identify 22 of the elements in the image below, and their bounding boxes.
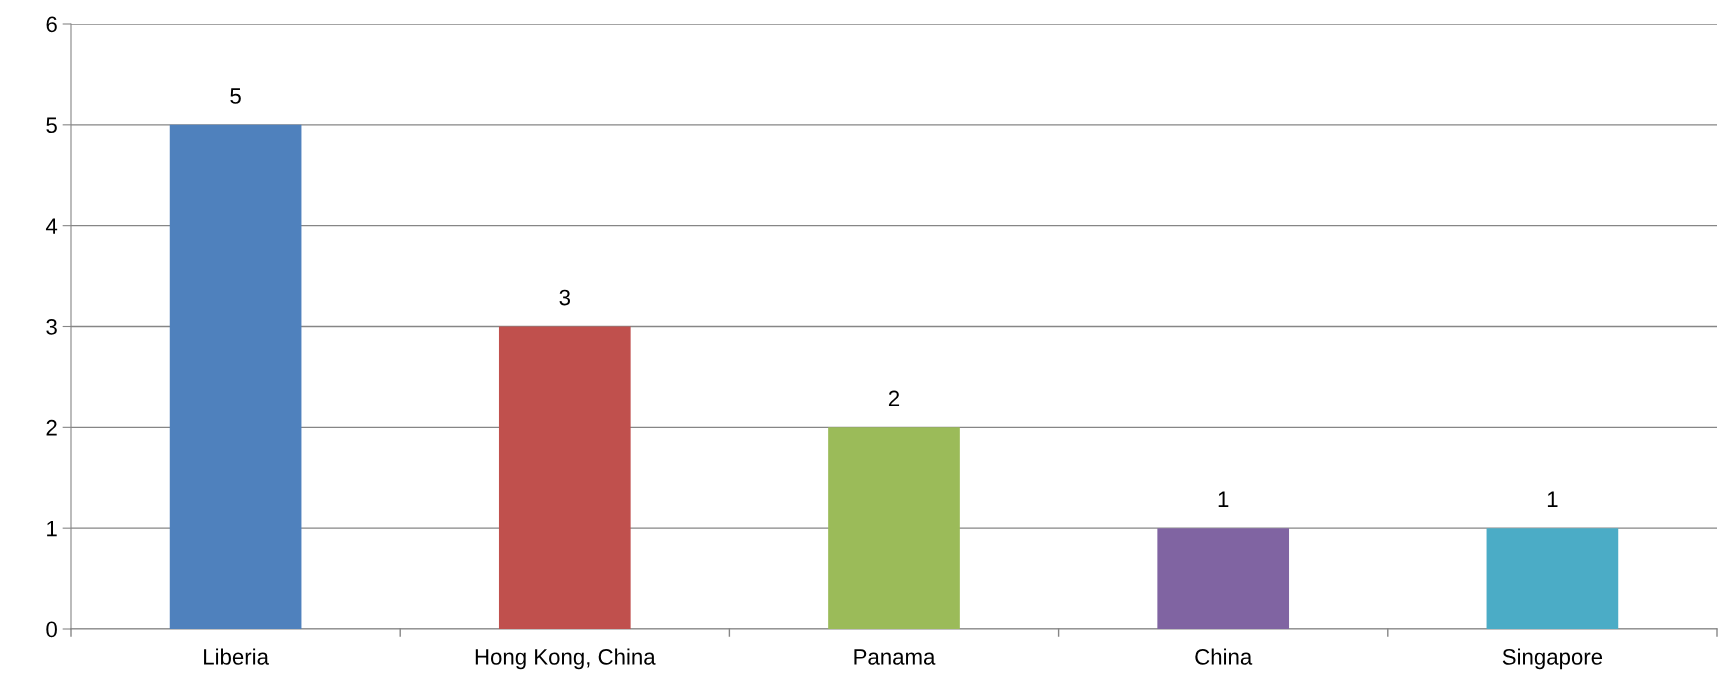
bar [498, 326, 631, 629]
x-tick-label: Liberia [204, 648, 269, 665]
y-tick-label: 3 [46, 319, 57, 335]
y-tick-label: 6 [46, 16, 57, 33]
y-tick-label: 1 [47, 520, 57, 537]
bar [828, 427, 960, 629]
x-tick-label: Panama [854, 649, 936, 665]
bar [169, 124, 302, 629]
y-tick-label: 5 [46, 117, 57, 134]
data-label: 2 [888, 390, 900, 407]
data-label: 1 [1547, 491, 1558, 507]
x-tick-label: Hong Kong, China [475, 648, 656, 670]
y-tick-label: 0 [46, 621, 57, 638]
y-tick-label: 2 [46, 419, 57, 436]
data-label: 3 [559, 289, 570, 306]
y-tick-label: 4 [45, 218, 58, 234]
data-label: 1 [1218, 491, 1229, 507]
x-tick-label: China [1195, 648, 1253, 665]
data-label: 5 [230, 88, 241, 104]
bar [1157, 528, 1290, 629]
bar [1486, 528, 1619, 629]
x-tick-label: Singapore [1502, 648, 1603, 670]
